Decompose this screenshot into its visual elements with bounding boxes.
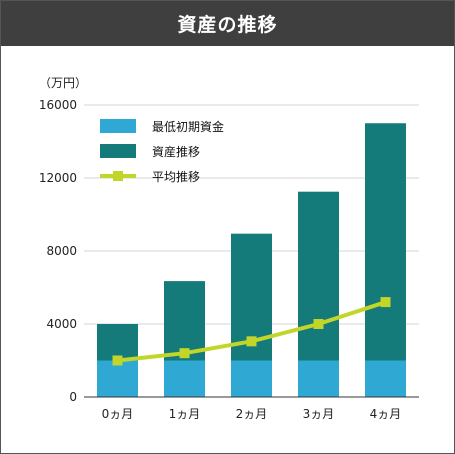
y-tick-label: 12000 (39, 171, 77, 185)
x-tick-label: 4ヵ月 (370, 407, 402, 421)
x-tick-label: 3ヵ月 (303, 407, 335, 421)
bar-segment (164, 360, 205, 397)
bar-segment (97, 360, 138, 397)
x-tick-label: 2ヵ月 (236, 407, 268, 421)
chart-title: 資産の推移 (1, 1, 454, 46)
legend-swatch (100, 119, 136, 133)
bar-segment (164, 281, 205, 361)
bar-segment (365, 360, 406, 397)
bar-segment (231, 360, 272, 397)
y-tick-label: 16000 (39, 98, 77, 112)
bar-segment (365, 123, 406, 361)
line-point (112, 355, 123, 366)
y-tick-label: 0 (69, 390, 77, 404)
line-point (179, 348, 190, 359)
x-tick-label: 1ヵ月 (169, 407, 201, 421)
legend-swatch (100, 144, 136, 158)
y-unit-label: （万円） (39, 76, 87, 90)
legend-label: 最低初期資金 (152, 119, 224, 134)
line-point (313, 319, 324, 329)
x-tick-label: 0ヵ月 (102, 407, 134, 421)
bar-segment (298, 360, 339, 397)
bar-segment (298, 191, 339, 361)
legend-label: 資産推移 (152, 144, 200, 159)
legend-swatch-marker (113, 171, 123, 181)
bar-segment (97, 324, 138, 361)
legend-label: 平均推移 (152, 170, 200, 184)
line-point (246, 336, 257, 347)
line-point (380, 297, 391, 308)
y-tick-label: 4000 (46, 317, 77, 331)
y-tick-label: 8000 (46, 244, 77, 258)
